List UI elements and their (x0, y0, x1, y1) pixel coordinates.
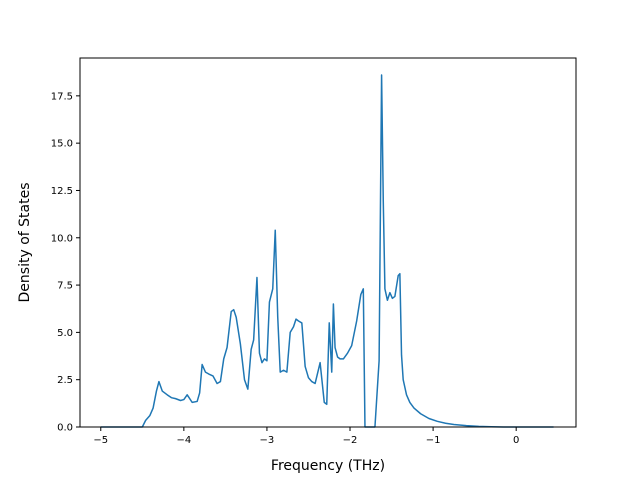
plot-area (100, 74, 554, 428)
x-axis-ticks: −5 −4 −3 −2 −1 0 (93, 427, 519, 446)
y-axis-ticks: 0.0 2.5 5.0 7.5 10.0 12.5 15.0 17.5 (51, 91, 80, 434)
y-tick-label: 10.0 (51, 233, 73, 244)
x-tick-label: −3 (260, 435, 275, 446)
y-tick-label: 0.0 (57, 423, 73, 434)
dos-series-line-0 (100, 74, 554, 428)
y-axis-label: Density of States (17, 183, 33, 303)
x-tick-label: −2 (343, 435, 358, 446)
y-tick-label: 17.5 (51, 91, 73, 102)
x-tick-label: −5 (93, 435, 108, 446)
y-tick-label: 15.0 (51, 139, 73, 150)
x-tick-label: −1 (426, 435, 441, 446)
x-tick-label: −4 (176, 435, 191, 446)
x-tick-label: 0 (513, 435, 519, 446)
y-tick-label: 7.5 (57, 281, 73, 292)
y-tick-label: 5.0 (57, 328, 73, 339)
y-tick-label: 12.5 (51, 186, 73, 197)
y-tick-label: 2.5 (57, 375, 73, 386)
axes-frame (79, 57, 577, 428)
x-axis-label: Frequency (THz) (271, 458, 385, 474)
